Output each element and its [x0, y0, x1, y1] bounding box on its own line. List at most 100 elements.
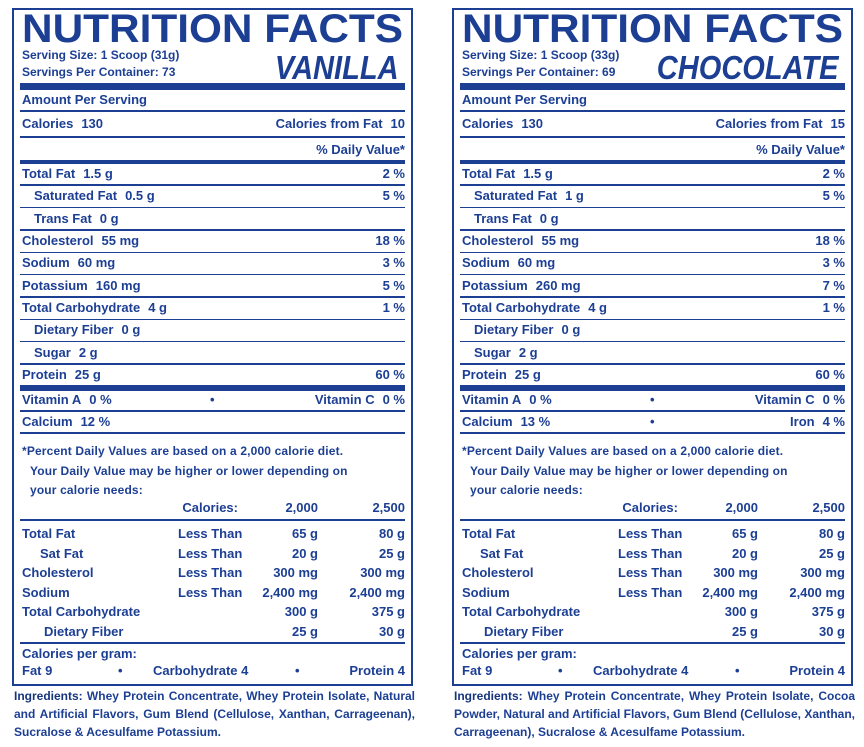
- vitamin-part: Calcium: [462, 414, 513, 429]
- rule: [460, 229, 845, 231]
- dv-table-2000: 300 mg: [273, 565, 318, 580]
- bullet: •: [210, 392, 215, 407]
- dv-table-nutrient: Sat Fat: [40, 545, 84, 561]
- dv-table-header: Calories:: [622, 500, 678, 515]
- dv-table-header: 2,500: [812, 500, 845, 515]
- nutrient-part: Total Fat: [462, 166, 516, 181]
- nutrient-dv: 3 %: [382, 255, 405, 271]
- flavor: VANILLA: [275, 49, 399, 86]
- dv-table-nutrient: Total Carbohydrate: [22, 604, 141, 619]
- footnote-line: Your Daily Value may be higher or lower …: [30, 463, 348, 478]
- vitamin: Calcium 13 %: [462, 414, 550, 430]
- dv-table-2500: 375 g: [811, 604, 845, 619]
- nutrient-part: Trans Fat: [474, 210, 532, 226]
- nutrient-part: 2 g: [518, 344, 538, 360]
- nutrient-part: Saturated Fat: [474, 188, 558, 204]
- dv-table-limit: Less Than: [618, 584, 683, 600]
- rule: [460, 340, 845, 343]
- nutrient: Dietary Fiber 0 g: [474, 322, 580, 338]
- vitamin: Vitamin C 0 %: [755, 392, 845, 408]
- nutrient: Saturated Fat 0.5 g: [34, 188, 155, 204]
- nutrient-part: Potassium: [462, 277, 528, 293]
- nutrient-part: 2 g: [78, 344, 98, 360]
- calories-part: 130: [521, 116, 544, 131]
- nutrient: Sodium 60 mg: [462, 255, 555, 271]
- bullet: •: [558, 663, 563, 678]
- footnote-line: Your Daily Value may be higher or lower …: [470, 463, 788, 478]
- nutrient-part: 25 g: [514, 367, 541, 383]
- ingredients: Ingredients: Whey Protein Concentrate, W…: [454, 687, 855, 741]
- dv-table-nutrient: Cholesterol: [22, 565, 94, 580]
- nutrient-part: Trans Fat: [34, 210, 92, 226]
- nutrient-part: 0.5 g: [125, 188, 155, 204]
- nutrient-dv: 1 %: [382, 300, 405, 316]
- dv-table-limit: Less Than: [178, 545, 243, 561]
- dv-table-2500: 80 g: [378, 526, 405, 541]
- vitamin-part: 13 %: [520, 414, 551, 429]
- nutrient-part: Sugar: [474, 344, 511, 360]
- nutrient: Total Fat 1.5 g: [22, 166, 113, 182]
- ingredients-label: Ingredients:: [454, 689, 523, 703]
- flavor: CHOCOLATE: [657, 49, 839, 86]
- rule: [460, 642, 845, 644]
- ingredients-text: Whey Protein Concentrate, Whey Protein I…: [454, 689, 855, 739]
- nutrient-part: Total Carbohydrate: [22, 300, 141, 316]
- dv-table-2500: 30 g: [818, 623, 845, 639]
- vitamin: Vitamin A 0 %: [22, 392, 112, 408]
- nutrient-dv: 5 %: [822, 188, 845, 204]
- ingredients: Ingredients: Whey Protein Concentrate, W…: [14, 687, 415, 741]
- rule: [460, 519, 845, 521]
- bullet: •: [295, 663, 300, 678]
- rule: [460, 136, 845, 138]
- dv-header: % Daily Value*: [756, 142, 845, 157]
- rule: [20, 296, 405, 298]
- dv-table-nutrient: Total Fat: [22, 526, 76, 541]
- nutrient: Sodium 60 mg: [22, 255, 115, 271]
- vitamin-part: 12 %: [80, 414, 111, 429]
- rule: [460, 273, 845, 276]
- vitamin-part: Vitamin C: [754, 392, 815, 407]
- vitamin: Iron 4 %: [790, 414, 845, 430]
- footnote-line: *Percent Daily Values are based on a 2,0…: [462, 444, 784, 458]
- vitamin-part: Vitamin C: [314, 392, 375, 407]
- vitamin-part: 0 %: [89, 392, 112, 407]
- calories: Calories 130: [462, 116, 543, 132]
- calories-part: Calories: [22, 116, 74, 131]
- nutrient-part: 160 mg: [95, 277, 141, 293]
- nutrition-panel: NUTRITION FACTS Serving Size: 1 Scoop (33…: [452, 8, 853, 686]
- dv-table-header: Calories:: [182, 500, 238, 515]
- nutrient-part: Dietary Fiber: [34, 322, 114, 338]
- dv-table-limit: Less Than: [618, 526, 683, 541]
- rule: [20, 110, 405, 112]
- calories-per-gram: Calories per gram:: [22, 646, 137, 661]
- nutrient-part: Protein: [22, 367, 67, 383]
- bullet: •: [118, 663, 123, 678]
- rule: [460, 160, 845, 164]
- rule: [20, 273, 405, 276]
- calories-from-fat-part: 15: [830, 116, 845, 131]
- title-svg: NUTRITION FACTS: [462, 10, 843, 51]
- dv-table-limit: Less Than: [618, 545, 683, 561]
- bullet: •: [735, 663, 740, 678]
- ingredients-label: Ingredients:: [14, 689, 83, 703]
- nutrient-part: Saturated Fat: [34, 188, 118, 204]
- nutrient: Sugar 2 g: [474, 345, 538, 361]
- nutrient: Cholesterol 55 mg: [22, 233, 139, 249]
- rule: [460, 385, 845, 391]
- rule: [460, 296, 845, 298]
- dv-table-2000: 25 g: [731, 623, 758, 639]
- nutrient-part: 55 mg: [541, 233, 580, 249]
- nutrient-part: 260 mg: [535, 277, 581, 293]
- rule: [460, 410, 845, 412]
- nutrient: Potassium 260 mg: [462, 278, 581, 294]
- nutrient: Protein 25 g: [462, 367, 541, 383]
- vitamin: Calcium 12 %: [22, 414, 110, 430]
- footnote-line: your calorie needs:: [470, 483, 583, 497]
- vitamin: Vitamin C 0 %: [315, 392, 405, 408]
- dv-table-nutrient: Sat Fat: [480, 545, 524, 561]
- dv-table-2500: 80 g: [818, 526, 845, 541]
- rule: [460, 110, 845, 112]
- rule: [20, 136, 405, 138]
- dv-table-limit: Less Than: [618, 565, 683, 580]
- dv-table-limit: Less Than: [178, 526, 243, 541]
